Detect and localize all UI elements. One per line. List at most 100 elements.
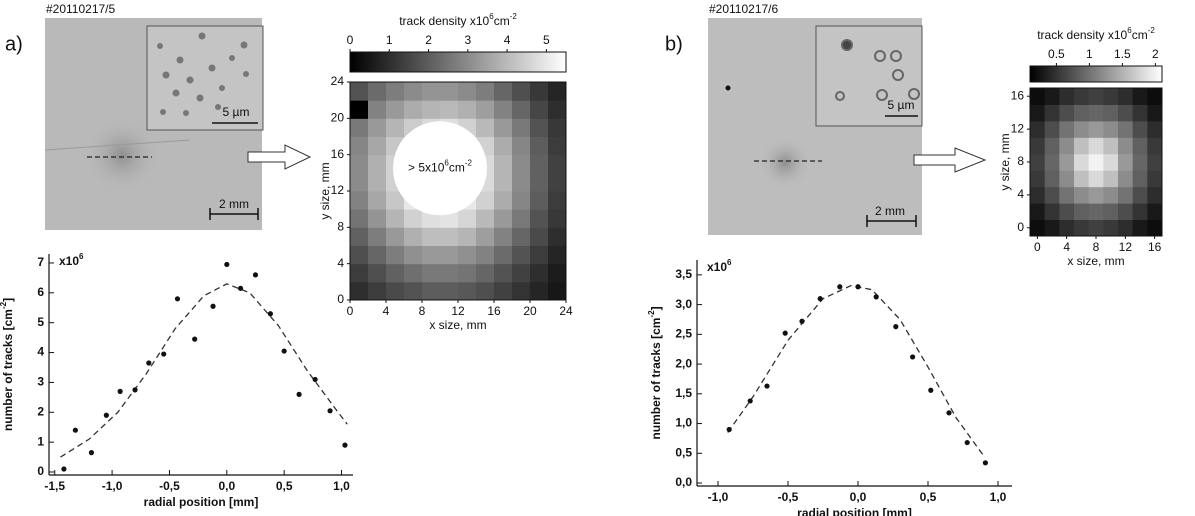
heat-cell xyxy=(368,154,387,174)
colorbar-tick-label: 1.5 xyxy=(1114,47,1131,61)
y-tick-label: 0,5 xyxy=(675,445,692,459)
heat-cell xyxy=(1103,153,1119,171)
heat-cell xyxy=(350,281,369,301)
y-tick-label: 0 xyxy=(1017,220,1024,234)
y-axis-label-part: number of tracks [cm xyxy=(649,318,663,440)
data-point xyxy=(327,408,333,414)
heat-cell xyxy=(494,281,513,301)
data-point xyxy=(910,354,916,360)
heat-cell xyxy=(350,172,369,192)
heat-cell xyxy=(1132,153,1148,171)
y-axis-label: y size, mm xyxy=(998,133,1012,190)
heat-cell xyxy=(1118,203,1134,221)
colorbar-tick-label: 4 xyxy=(504,33,511,47)
heat-cell xyxy=(350,136,369,156)
heat-cell xyxy=(386,281,405,301)
heat-cell xyxy=(368,82,387,101)
x-tick-label: 1,0 xyxy=(333,479,350,493)
heat-cell xyxy=(512,100,531,119)
heat-cell xyxy=(1147,120,1163,138)
colorbar-label-sup: -2 xyxy=(1148,26,1156,35)
heat-cell xyxy=(1059,203,1075,221)
data-point xyxy=(210,303,216,309)
heat-cell xyxy=(476,100,495,119)
heat-cell xyxy=(512,263,531,283)
heat-cell xyxy=(494,100,513,119)
annotation-part: > 5x10 xyxy=(408,160,445,174)
heat-cell xyxy=(1059,186,1075,204)
y-axis-label-part: number of tracks [cm xyxy=(1,309,15,431)
heat-cell xyxy=(512,118,531,137)
heat-cell xyxy=(350,82,369,101)
heat-cell xyxy=(386,227,405,246)
multiplier: x106 xyxy=(59,252,84,268)
heat-cell xyxy=(494,82,513,101)
y-axis-label-sup: -2 xyxy=(647,310,656,318)
data-point xyxy=(103,412,109,418)
panel-label: b) xyxy=(665,33,683,55)
heat-cell xyxy=(404,82,423,101)
heat-cell xyxy=(1088,104,1104,122)
y-tick-label: 12 xyxy=(1011,121,1025,135)
heat-cell xyxy=(458,281,477,301)
heat-cell xyxy=(386,118,405,137)
data-point xyxy=(237,285,244,291)
heat-cell xyxy=(350,100,369,119)
heat-cell xyxy=(1103,104,1119,122)
heat-cell xyxy=(368,100,387,119)
y-tick-label: 16 xyxy=(331,147,345,161)
heat-cell xyxy=(476,227,495,246)
heat-cell xyxy=(494,263,513,283)
heat-cell xyxy=(530,227,549,246)
heat-cell xyxy=(458,209,477,228)
data-point xyxy=(174,296,181,302)
x-tick-label: 12 xyxy=(1119,240,1133,254)
heat-cell xyxy=(404,281,423,301)
heat-cell xyxy=(1074,219,1090,237)
heat-cell xyxy=(1030,170,1046,188)
data-point xyxy=(764,383,770,389)
annotation-sup: -2 xyxy=(465,158,473,167)
heat-cell xyxy=(494,136,513,156)
data-point xyxy=(312,376,318,383)
colorbar-label: track density x106cm-2 xyxy=(1037,26,1155,42)
heat-cell xyxy=(530,118,549,137)
data-point xyxy=(88,450,95,456)
x-tick-label: -1,0 xyxy=(708,490,729,504)
annotation-part: cm xyxy=(449,160,465,174)
heat-cell xyxy=(1030,153,1046,171)
heat-cell xyxy=(440,263,459,283)
data-point xyxy=(726,426,732,433)
data-point xyxy=(132,387,138,393)
heat-cell xyxy=(368,209,387,228)
heat-cell xyxy=(440,100,459,119)
heat-cell xyxy=(530,100,549,119)
multiplier-sup: 6 xyxy=(727,258,732,267)
image-scale: 2 mm xyxy=(875,204,905,218)
y-tick-label: 2 xyxy=(37,404,44,418)
y-tick-label: 16 xyxy=(1011,88,1025,102)
heat-cell xyxy=(368,263,387,283)
heat-cell xyxy=(1132,219,1148,237)
y-tick-label: 3 xyxy=(37,375,44,389)
heat-cell xyxy=(458,100,477,119)
heat-cell xyxy=(494,118,513,137)
heat-cell xyxy=(1044,170,1060,188)
heat-cell xyxy=(1088,153,1104,171)
heat-cell xyxy=(1147,219,1163,237)
x-tick-label: 4 xyxy=(1063,240,1070,254)
annotation: > 5x106cm-2 xyxy=(408,158,472,174)
heat-cell xyxy=(1030,120,1046,138)
heat-cell xyxy=(1103,186,1119,204)
y-tick-label: 0 xyxy=(337,292,344,306)
y-tick-label: 20 xyxy=(331,111,345,125)
x-axis-label: x size, mm xyxy=(1067,254,1124,268)
colorbar-tick-label: 0 xyxy=(347,33,354,47)
y-tick-label: 3,0 xyxy=(675,297,692,311)
panel-label: a) xyxy=(5,33,23,55)
heat-cell xyxy=(368,245,387,265)
sample-id: #20110217/5 xyxy=(46,2,116,16)
heat-cell xyxy=(1044,137,1060,155)
heat-cell xyxy=(1132,203,1148,221)
